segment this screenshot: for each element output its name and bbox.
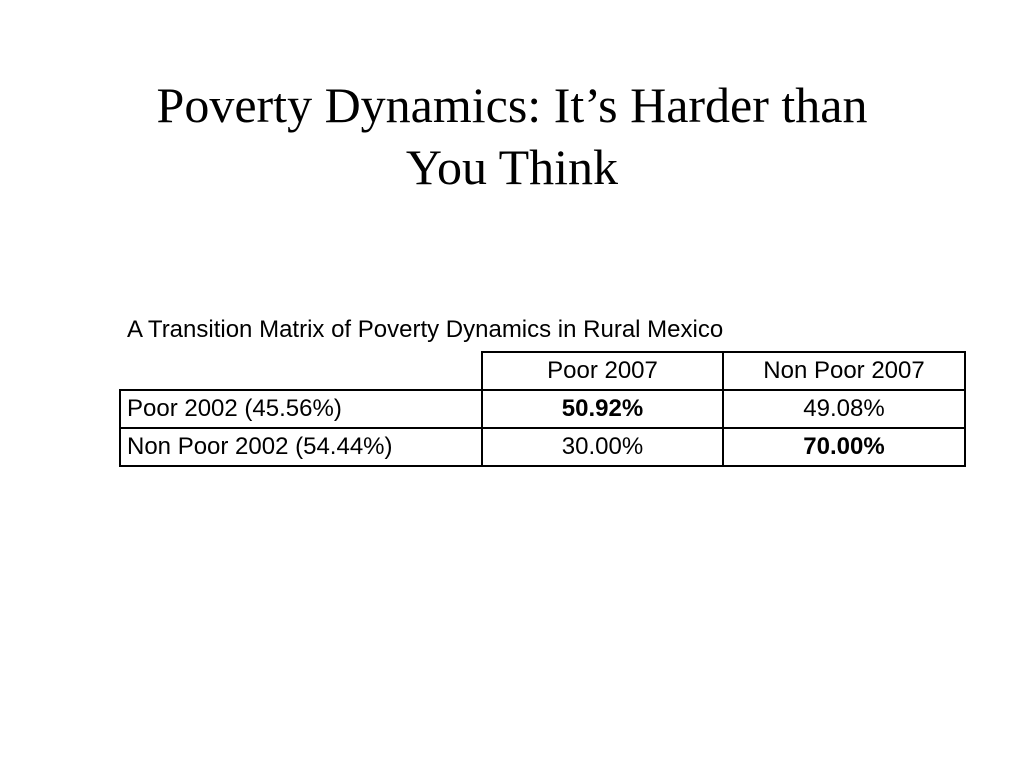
cell-non-poor-to-poor: 30.00% xyxy=(481,427,724,467)
transition-matrix-table: Poor 2007 Non Poor 2007 Poor 2002 (45.56… xyxy=(119,351,966,467)
row-label-poor-2002: Poor 2002 (45.56%) xyxy=(119,389,483,429)
slide-title-line-1: Poverty Dynamics: It’s Harder than xyxy=(156,77,868,133)
cell-poor-to-non-poor: 49.08% xyxy=(722,389,966,429)
table-corner-cell xyxy=(120,352,483,391)
table-row: Poor 2002 (45.56%) 50.92% 49.08% xyxy=(119,389,966,429)
cell-poor-to-poor: 50.92% xyxy=(481,389,724,429)
row-label-non-poor-2002: Non Poor 2002 (54.44%) xyxy=(119,427,483,467)
slide-title: Poverty Dynamics: It’s Harder than You T… xyxy=(60,74,964,198)
column-header-non-poor-2007: Non Poor 2007 xyxy=(722,351,966,391)
table-row: Non Poor 2002 (54.44%) 30.00% 70.00% xyxy=(119,427,966,467)
table-header-row: Poor 2007 Non Poor 2007 xyxy=(120,351,966,391)
slide-title-line-2: You Think xyxy=(405,139,619,195)
cell-non-poor-to-non-poor: 70.00% xyxy=(722,427,966,467)
column-header-poor-2007: Poor 2007 xyxy=(481,351,724,391)
table-caption: A Transition Matrix of Poverty Dynamics … xyxy=(127,316,724,343)
